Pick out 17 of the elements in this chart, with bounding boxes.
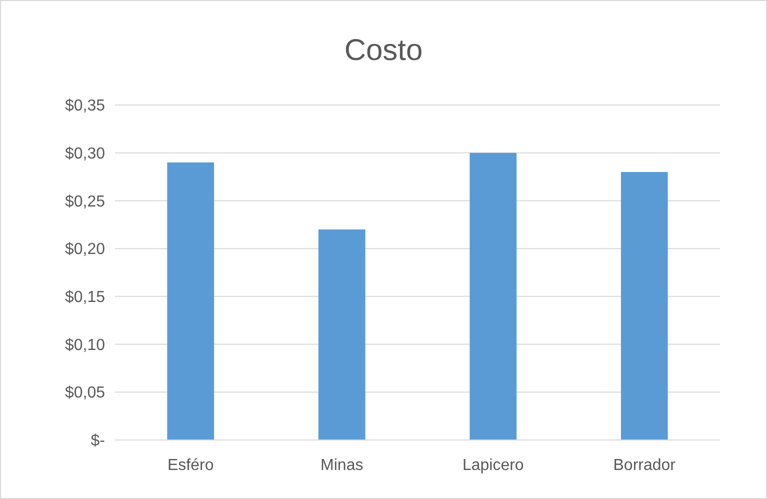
x-tick-label: Esféro xyxy=(168,457,214,474)
y-tick-label: $0,30 xyxy=(64,145,106,162)
bar xyxy=(620,172,668,440)
y-tick-label: $0,20 xyxy=(64,241,106,258)
y-tick-label: $0,35 xyxy=(64,98,106,115)
y-tick-label: $- xyxy=(90,432,105,450)
y-tick-label: $0,15 xyxy=(64,289,106,306)
y-tick-label: $0,10 xyxy=(64,336,106,354)
chart-title: Costo xyxy=(344,34,423,67)
x-tick-label: Borrador xyxy=(613,457,676,474)
y-tick-label: $0,05 xyxy=(64,384,106,402)
bar xyxy=(167,162,214,440)
bar xyxy=(470,152,517,440)
x-tick-label: Lapicero xyxy=(462,457,524,474)
y-tick-label: $0,25 xyxy=(64,193,106,210)
bar xyxy=(318,229,366,440)
x-tick-label: Minas xyxy=(320,457,364,474)
